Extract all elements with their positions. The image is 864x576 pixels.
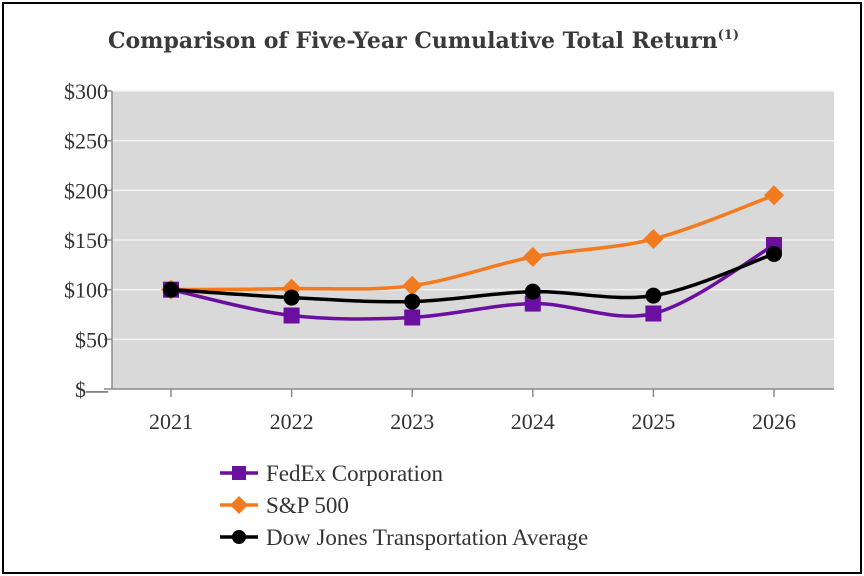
x-tick-label: 2024 [511,409,555,434]
data-point-diamond [643,229,664,250]
data-point-diamond [764,185,784,206]
y-tick-label: $150 [64,228,108,253]
data-point-circle [404,293,421,310]
series-line-fedex-corporation [170,243,775,321]
x-tick-label: 2023 [390,409,434,434]
y-tick-label: $— [75,377,109,402]
data-point-circle [283,289,300,306]
legend: FedEx Corporation S&P 500 Dow Jones Transp… [220,461,588,550]
x-tick-label: 2026 [752,409,796,434]
y-tick-label: $50 [75,327,108,352]
y-tick-label: $200 [64,178,108,203]
chart-title: Comparison of Five-Year Cumulative Total… [108,28,739,54]
x-tick-label: 2022 [270,409,314,434]
y-tick-label: $100 [64,278,108,303]
x-tick-label: 2025 [631,409,675,434]
data-point-square [232,466,246,480]
x-tick-label: 2021 [149,409,193,434]
data-point-diamond [522,246,543,267]
data-point-circle [163,281,179,298]
legend-label-dow-jones-transportation-average: Dow Jones Transportation Average [266,525,588,550]
data-point-diamond [402,275,423,296]
plot-area: $— $50 $100 $150 $200 $250 $300 2021 2022 2023 202… [64,79,834,434]
data-point-diamond [230,496,248,514]
data-point-square [404,309,421,326]
data-point-square [645,305,662,322]
data-point-square [283,307,300,324]
data-point-circle [766,245,782,262]
data-point-circle [645,287,662,304]
legend-label-fedex-corporation: FedEx Corporation [266,461,443,486]
y-tick-label: $250 [64,129,108,154]
y-tick-label: $300 [64,79,108,104]
legend-label-s-p-500: S&P 500 [266,493,349,518]
chart-title-superscript: (1) [718,28,739,43]
data-point-circle [232,530,246,544]
data-point-square [524,295,541,312]
data-point-circle [524,283,541,300]
